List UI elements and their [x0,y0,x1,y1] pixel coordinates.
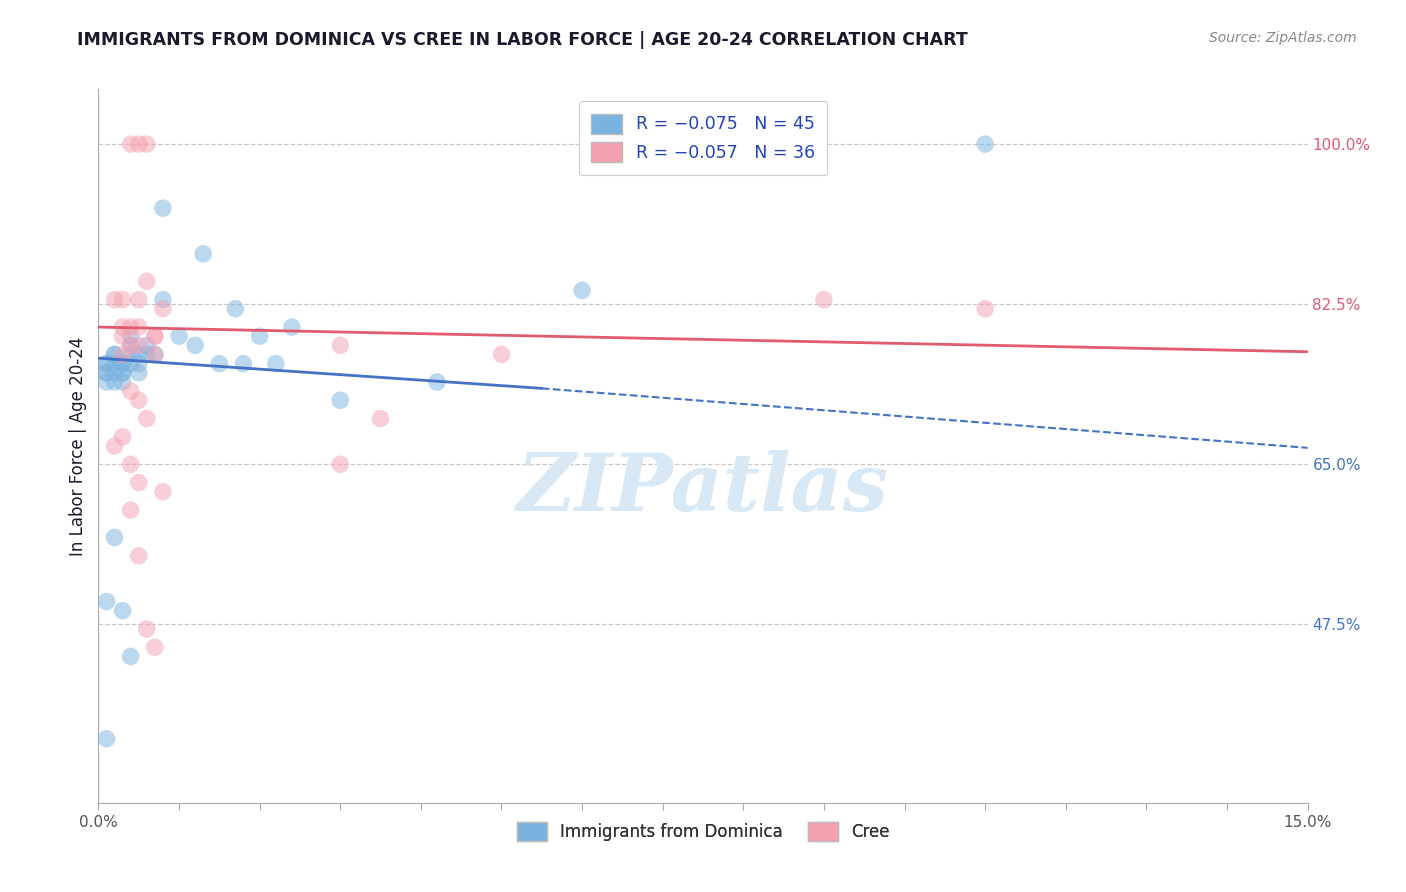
Point [128,366,150,380]
Point [111,366,134,380]
Point [96,731,118,746]
Text: ZIPatlas: ZIPatlas [517,450,889,527]
Point [143,329,166,343]
Point [111,293,134,307]
Point [103,439,125,453]
Point [224,301,246,316]
Point [103,347,125,361]
Point [426,375,449,389]
Point [111,329,134,343]
Point [111,604,134,618]
Point [329,338,352,352]
Point [111,357,134,371]
Point [128,137,150,152]
Point [974,137,997,152]
Point [152,484,174,499]
Point [111,320,134,334]
Point [143,329,166,343]
Point [329,458,352,472]
Point [120,503,142,517]
Point [128,475,150,490]
Text: IMMIGRANTS FROM DOMINICA VS CREE IN LABOR FORCE | AGE 20-24 CORRELATION CHART: IMMIGRANTS FROM DOMINICA VS CREE IN LABO… [77,31,969,49]
Point [143,347,166,361]
Point [103,366,125,380]
Point [111,375,134,389]
Point [111,357,134,371]
Point [120,384,142,398]
Text: Source: ZipAtlas.com: Source: ZipAtlas.com [1209,31,1357,45]
Point [135,137,157,152]
Point [135,274,157,288]
Point [135,622,157,636]
Point [120,329,142,343]
Point [128,549,150,563]
Point [128,357,150,371]
Point [128,347,150,361]
Point [128,293,150,307]
Point [135,411,157,425]
Legend: Immigrants from Dominica, Cree: Immigrants from Dominica, Cree [510,815,896,848]
Point [813,293,835,307]
Point [128,338,150,352]
Point [96,594,118,608]
Point [96,357,118,371]
Point [96,366,118,380]
Point [208,357,231,371]
Point [103,347,125,361]
Point [111,430,134,444]
Point [103,357,125,371]
Point [120,338,142,352]
Point [135,347,157,361]
Point [103,293,125,307]
Point [974,301,997,316]
Point [120,320,142,334]
Point [491,347,513,361]
Point [143,347,166,361]
Point [111,366,134,380]
Point [103,375,125,389]
Point [571,284,593,298]
Point [128,393,150,408]
Point [184,338,207,352]
Point [329,393,352,408]
Point [152,293,174,307]
Point [120,649,142,664]
Point [167,329,190,343]
Point [111,347,134,361]
Point [264,357,287,371]
Point [193,247,215,261]
Point [249,329,271,343]
Point [152,201,174,215]
Point [120,338,142,352]
Point [120,458,142,472]
Y-axis label: In Labor Force | Age 20-24: In Labor Force | Age 20-24 [69,336,87,556]
Point [96,375,118,389]
Point [120,357,142,371]
Point [96,357,118,371]
Point [152,301,174,316]
Point [103,531,125,545]
Point [370,411,392,425]
Point [135,338,157,352]
Point [120,347,142,361]
Point [96,366,118,380]
Point [143,640,166,655]
Point [128,320,150,334]
Point [120,137,142,152]
Point [232,357,254,371]
Point [281,320,304,334]
